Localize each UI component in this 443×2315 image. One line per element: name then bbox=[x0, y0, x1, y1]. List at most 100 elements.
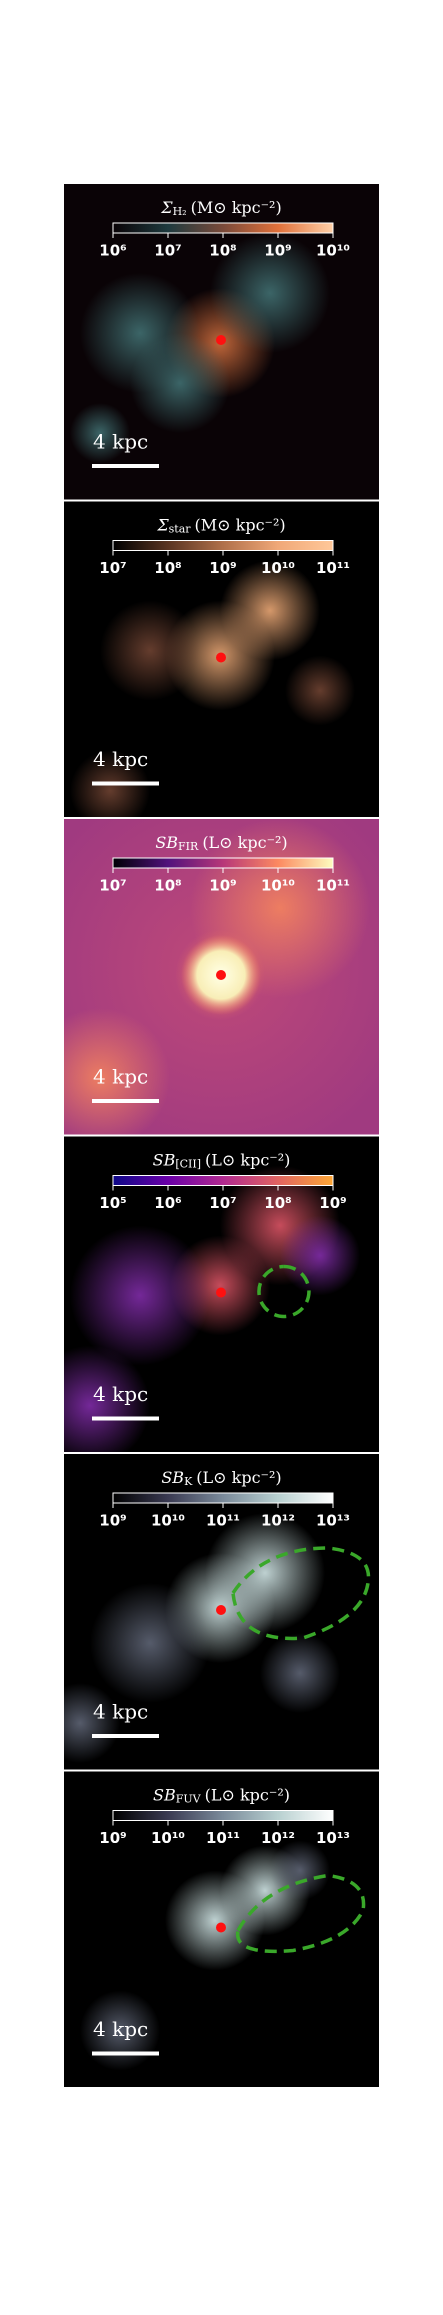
scale-bar-label: 4 kpc bbox=[93, 2017, 148, 2041]
title-symbol: Σ bbox=[160, 198, 173, 217]
contour bbox=[235, 1873, 366, 1953]
panel-frame bbox=[63, 1135, 380, 1453]
title-unit: (L⊙ kpc⁻²) bbox=[205, 1150, 290, 1169]
emission-blob bbox=[210, 233, 330, 353]
title-symbol: SB bbox=[155, 833, 178, 852]
emission-blob bbox=[285, 655, 355, 726]
colorbar-tick-label: 10¹¹ bbox=[206, 1512, 240, 1530]
panel: ΣH₂ (M⊙ kpc⁻²) 10⁶ 10⁷ 10⁸ 10⁹ 10¹⁰ 4 kpc bbox=[63, 183, 380, 501]
colorbar-tick-label: 10⁹ bbox=[209, 877, 236, 895]
scale-bar-label: 4 kpc bbox=[93, 1065, 148, 1089]
center-marker bbox=[216, 970, 226, 980]
colorbar-tick-label: 10⁶ bbox=[99, 242, 126, 260]
scale-bar bbox=[92, 1099, 159, 1103]
scale-bar bbox=[92, 1416, 159, 1421]
map bbox=[63, 183, 380, 501]
title-unit: (L⊙ kpc⁻²) bbox=[205, 1785, 290, 1804]
title-subscript: H₂ bbox=[173, 205, 187, 218]
colorbar bbox=[112, 222, 334, 234]
colorbar-tick-label: 10¹¹ bbox=[316, 559, 350, 577]
center-marker bbox=[216, 652, 226, 663]
panel-frame bbox=[63, 1453, 380, 1771]
panel: SBK (L⊙ kpc⁻²) 10⁹ 10¹⁰ 10¹¹ 10¹² 10¹³ 4 kpc bbox=[63, 1453, 380, 1771]
panel-title: SBFUV (L⊙ kpc⁻²) bbox=[153, 1785, 290, 1806]
title-symbol: SB bbox=[153, 1785, 176, 1804]
colorbar-tick-label: 10¹³ bbox=[316, 1512, 350, 1530]
emission-blob bbox=[70, 403, 130, 463]
colorbar-tick-label: 10⁷ bbox=[154, 242, 181, 260]
emission-blob bbox=[205, 1513, 325, 1633]
colorbar-tick-label: 10⁷ bbox=[209, 1194, 236, 1212]
panel: SB[CII] (L⊙ kpc⁻²) 10⁵ 10⁶ 10⁷ 10⁸ 10⁹ 4 kpc bbox=[63, 1135, 380, 1453]
colorbar-tick-label: 10⁹ bbox=[264, 242, 291, 260]
scale-bar-label: 4 kpc bbox=[93, 430, 148, 454]
colorbar-tick-label: 10⁸ bbox=[264, 1194, 291, 1212]
title-subscript: star bbox=[169, 523, 192, 536]
title-unit: (M⊙ kpc⁻²) bbox=[195, 515, 286, 534]
contour bbox=[231, 1546, 371, 1641]
colorbar-tick-label: 10¹⁰ bbox=[151, 1829, 185, 1847]
colorbar-tick-label: 10¹⁰ bbox=[316, 242, 350, 260]
panel-frame bbox=[63, 1770, 380, 2088]
panel-title: ΣH₂ (M⊙ kpc⁻²) bbox=[160, 198, 281, 219]
colorbar-tick-label: 10¹¹ bbox=[316, 877, 350, 895]
scale-bar bbox=[92, 781, 159, 786]
colorbar-tick-label: 10¹² bbox=[261, 1829, 295, 1847]
center-marker bbox=[216, 1605, 226, 1615]
colorbar-tick-label: 10⁹ bbox=[99, 1512, 126, 1530]
panel-title: SBK (L⊙ kpc⁻²) bbox=[161, 1468, 281, 1489]
colorbar-tick-label: 10⁷ bbox=[99, 559, 126, 577]
colorbar bbox=[112, 1175, 334, 1186]
colorbar bbox=[112, 857, 334, 869]
scale-bar bbox=[92, 1734, 159, 1738]
title-subscript: FUV bbox=[176, 1793, 202, 1806]
emission-blob bbox=[130, 333, 230, 433]
title-subscript: [CII] bbox=[175, 1158, 201, 1171]
contour bbox=[257, 1264, 311, 1319]
emission-blob bbox=[90, 1583, 210, 1703]
emission-blob bbox=[100, 600, 200, 701]
colorbar-tick-label: 10⁸ bbox=[154, 559, 181, 577]
map bbox=[63, 1135, 380, 1453]
colorbar-tick-label: 10⁵ bbox=[99, 1194, 126, 1212]
scale-bar-label: 4 kpc bbox=[93, 1700, 148, 1724]
emission-blob bbox=[70, 1225, 210, 1366]
title-symbol: SB bbox=[153, 1150, 176, 1169]
colorbar-tick-label: 10⁷ bbox=[99, 877, 126, 895]
colorbar-tick-label: 10¹¹ bbox=[206, 1829, 240, 1847]
colorbar-tick-label: 10¹³ bbox=[316, 1829, 350, 1847]
panel-frame bbox=[63, 183, 380, 501]
scale-bar-label: 4 kpc bbox=[93, 1382, 148, 1406]
colorbar-tick-label: 10⁹ bbox=[319, 1194, 346, 1212]
colorbar bbox=[112, 1492, 334, 1504]
colorbar bbox=[112, 540, 334, 551]
title-unit: (M⊙ kpc⁻²) bbox=[191, 198, 282, 217]
title-subscript: FIR bbox=[178, 840, 199, 853]
emission-blob bbox=[280, 1215, 360, 1296]
title-unit: (L⊙ kpc⁻²) bbox=[202, 833, 287, 852]
title-symbol: Σ bbox=[156, 515, 169, 534]
scale-bar bbox=[92, 464, 159, 468]
title-symbol: SB bbox=[161, 1468, 184, 1487]
title-subscript: K bbox=[184, 1475, 193, 1488]
emission-blob bbox=[63, 1683, 120, 1763]
emission-blob bbox=[270, 1840, 330, 1901]
panel-frame bbox=[63, 500, 380, 818]
colorbar-tick-label: 10¹⁰ bbox=[151, 1512, 185, 1530]
panel: Σstar (M⊙ kpc⁻²) 10⁷ 10⁸ 10⁹ 10¹⁰ 10¹¹ 4 kpc bbox=[63, 500, 380, 818]
panel-frame bbox=[63, 818, 380, 1136]
colorbar-tick-label: 10¹² bbox=[261, 1512, 295, 1530]
center-marker bbox=[216, 1922, 226, 1933]
panel: SBFUV (L⊙ kpc⁻²) 10⁹ 10¹⁰ 10¹¹ 10¹² 10¹³ 4 kpc bbox=[63, 1770, 380, 2088]
colorbar-tick-label: 10¹⁰ bbox=[261, 559, 295, 577]
scale-bar bbox=[92, 2051, 159, 2056]
center-marker bbox=[216, 1287, 226, 1298]
colorbar-tick-label: 10⁸ bbox=[154, 877, 181, 895]
panel-title: SB[CII] (L⊙ kpc⁻²) bbox=[153, 1150, 291, 1171]
emission-blob bbox=[63, 1008, 170, 1136]
colorbar-tick-label: 10⁸ bbox=[209, 242, 236, 260]
colorbar-tick-label: 10⁹ bbox=[99, 1829, 126, 1847]
colorbar-tick-label: 10⁶ bbox=[154, 1194, 181, 1212]
emission-blob bbox=[63, 1345, 150, 1453]
